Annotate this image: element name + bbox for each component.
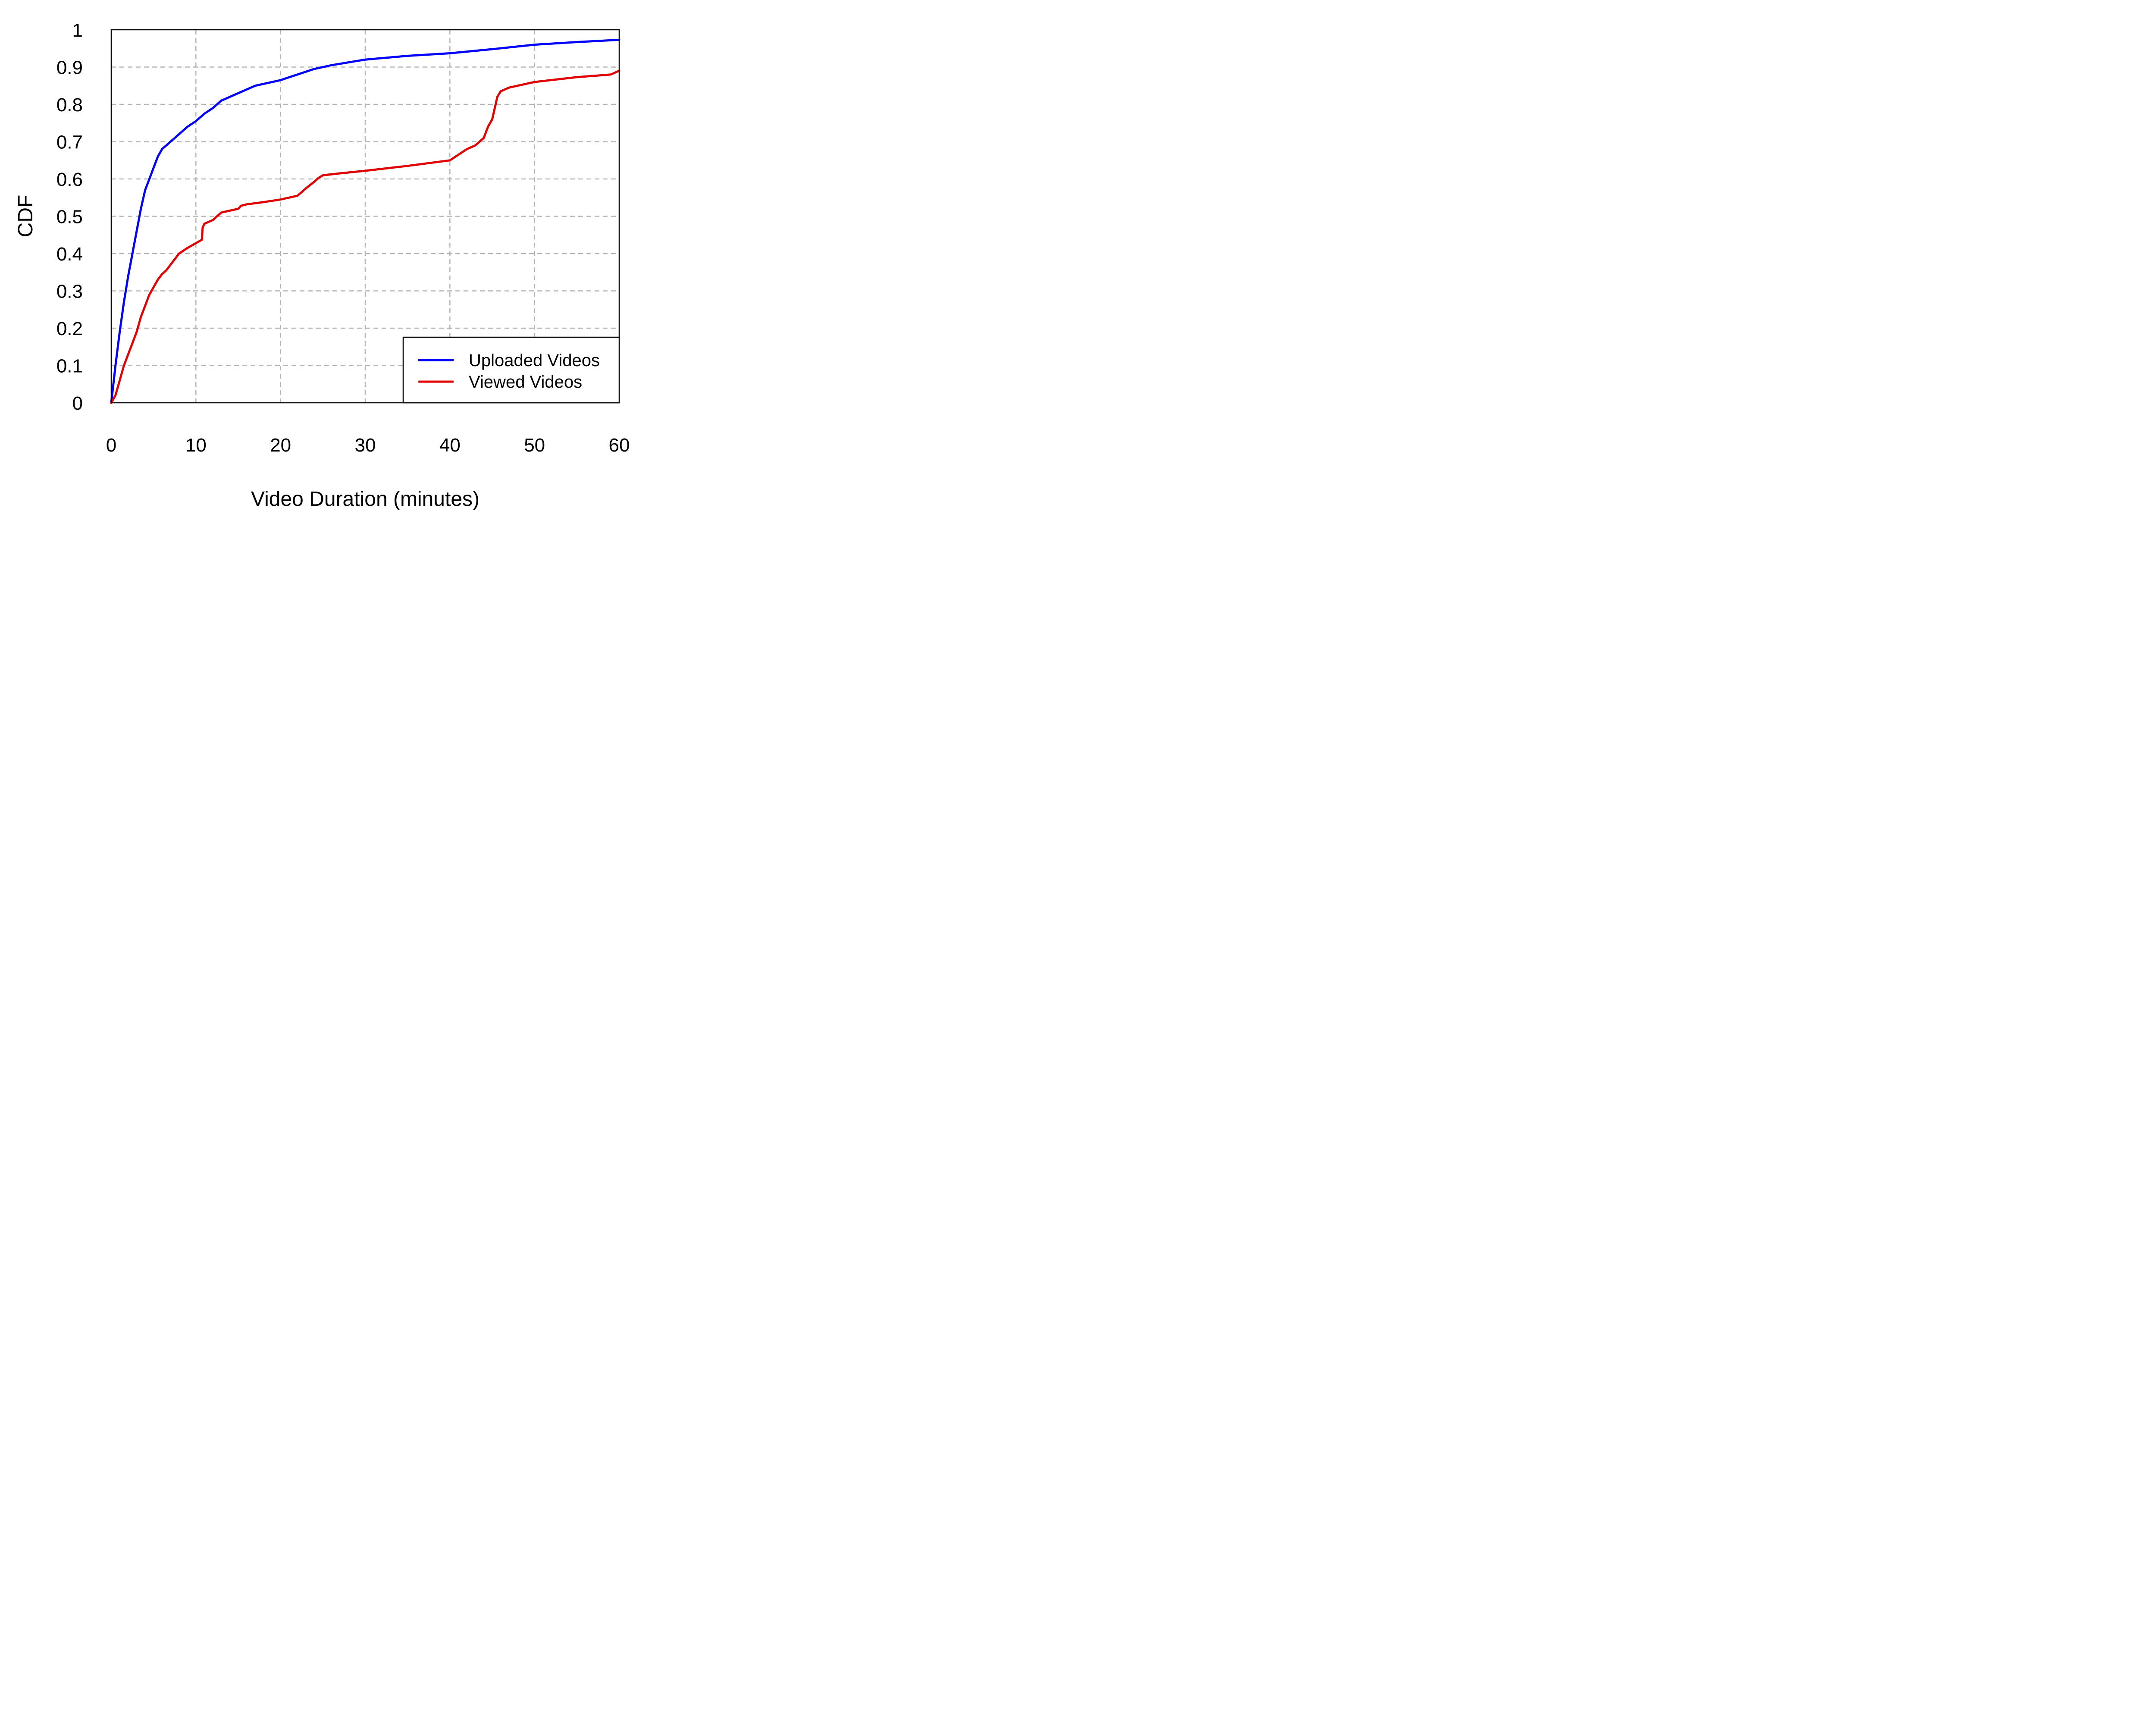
x-tick-label: 40 [439, 435, 461, 456]
y-tick-label: 0.5 [56, 207, 83, 228]
series-line-uploaded-videos [110, 38, 620, 404]
y-tick-label: 1 [72, 20, 83, 41]
x-tick-label: 10 [185, 435, 207, 456]
y-tick-label: 0.6 [56, 169, 83, 190]
y-tick-label: 0.3 [56, 281, 83, 302]
x-tick-label: 20 [270, 435, 291, 456]
legend-box [402, 336, 620, 404]
series-layer [110, 38, 620, 404]
y-tick-label: 0.9 [56, 57, 83, 78]
y-tick-label: 0.2 [56, 318, 83, 339]
x-tick-labels: 0 10 20 30 40 50 60 [106, 435, 630, 456]
y-tick-label: 0.4 [56, 244, 83, 265]
y-axis-title: CDF [14, 195, 37, 238]
legend-label: Viewed Videos [469, 373, 582, 392]
y-tick-label: 0.8 [56, 94, 83, 116]
y-tick-label: 0.1 [56, 356, 83, 377]
x-tick-label: 30 [355, 435, 376, 456]
legend: Uploaded Videos Viewed Videos [402, 336, 620, 404]
y-tick-labels: 0 0.1 0.2 0.3 0.4 0.5 0.6 0.7 0.8 0.9 1 [56, 20, 83, 414]
x-tick-label: 0 [106, 435, 116, 456]
cdf-chart: 0 0.1 0.2 0.3 0.4 0.5 0.6 0.7 0.8 0.9 1 0 10 20 30 40 5… [14, 20, 630, 511]
grid-lines [111, 30, 619, 403]
x-tick-label: 60 [609, 435, 630, 456]
series-line-viewed-videos [110, 69, 620, 404]
y-tick-label: 0.7 [56, 132, 83, 153]
legend-label: Uploaded Videos [469, 351, 600, 370]
x-tick-label: 50 [524, 435, 545, 456]
x-axis-title: Video Duration (minutes) [251, 488, 479, 511]
plot-frame [110, 29, 620, 404]
y-tick-label: 0 [72, 393, 83, 414]
